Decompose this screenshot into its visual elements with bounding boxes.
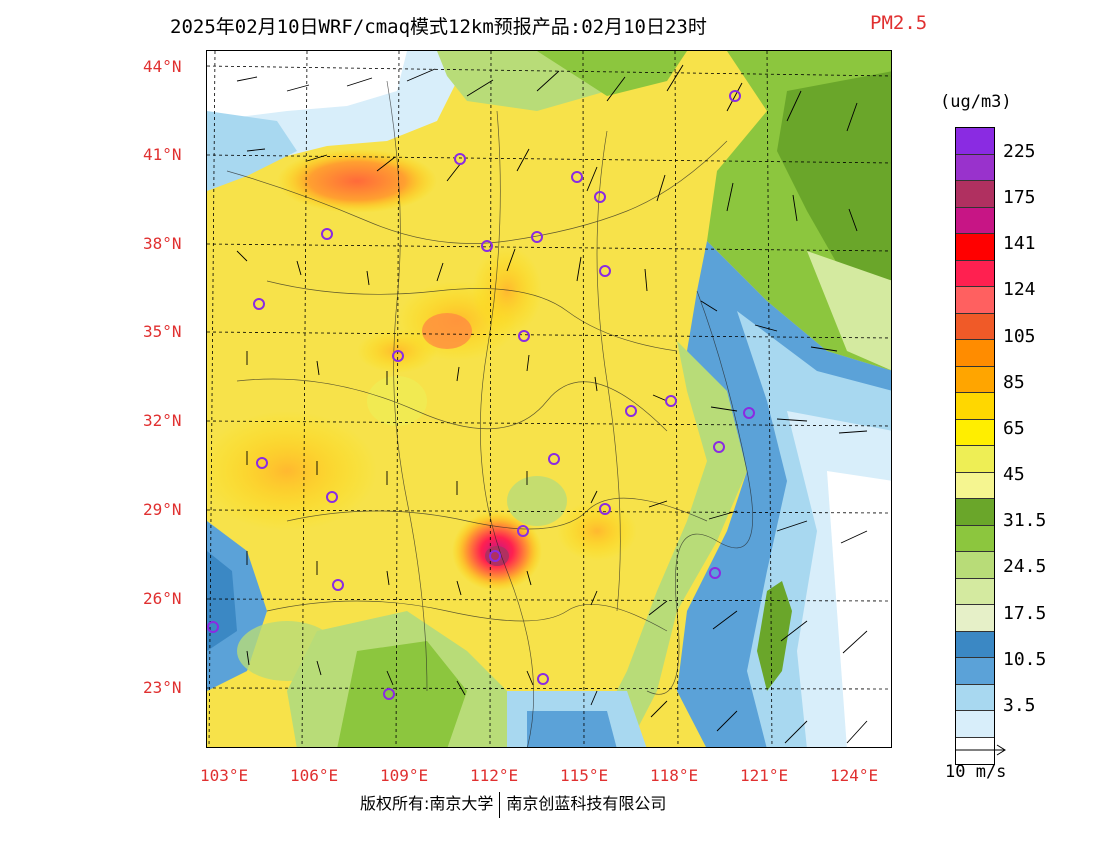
wind-reference-label: 10 m/s [945,762,1007,782]
lat-label-35: 35°N [143,322,182,341]
colorbar-tick-label: 105 [1003,325,1036,347]
colorbar-segment [956,419,994,446]
city-markers [207,90,755,700]
colorbar-segment [956,605,994,632]
colorbar-segment [956,658,994,685]
colorbar-segment [956,287,994,314]
lat-label-38: 38°N [143,234,182,253]
copyright-right: 南京创蓝科技有限公司 [506,794,667,813]
colorbar-segment [956,684,994,711]
lon-label-109: 109°E [380,766,429,785]
colorbar-segment [956,154,994,181]
colorbar-tick-label: 85 [1003,371,1025,393]
lon-label-121: 121°E [740,766,789,785]
graticule [207,51,891,747]
pm25-map [206,50,892,748]
colorbar-tick-label: 10.5 [1003,648,1047,670]
colorbar-segment [956,472,994,499]
colorbar-segment [956,446,994,473]
colorbar-tick-label: 175 [1003,187,1036,209]
colorbar-tick-label: 225 [1003,141,1036,162]
colorbar-segment [956,737,994,764]
colorbar-tick-label: 3.5 [1003,694,1036,716]
colorbar-tick-label: 24.5 [1003,556,1047,578]
colorbar-tick-label: 141 [1003,233,1036,255]
colorbar-segment [956,181,994,208]
colorbar-segment [956,631,994,658]
lon-label-103: 103°E [200,766,249,785]
taiwan [757,581,792,691]
lat-label-32: 32°N [143,411,182,430]
north-hotspot [277,149,437,213]
wind-reference-arrow [955,744,1006,756]
copyright-footer: 版权所有:南京大学 南京创蓝科技有限公司 [360,790,666,818]
copyright-left: 版权所有:南京大学 [360,794,494,813]
province-boundaries [226,80,753,747]
lat-label-41: 41°N [143,145,182,164]
map-title: 2025年02月10日WRF/cmaq模式12km预报产品:02月10日23时 [170,16,707,38]
colorbar-segment [956,340,994,367]
wind-vectors [236,64,868,744]
lon-label-115: 115°E [560,766,609,785]
colorbar-segment [956,128,994,155]
colorbar-segment [956,313,994,340]
colorbar-segment [956,393,994,420]
colorbar-tick-label: 17.5 [1003,602,1047,624]
colorbar-tick-label: 31.5 [1003,510,1047,532]
colorbar-segment [956,578,994,605]
colorbar-tick-label: 124 [1003,279,1036,301]
lat-label-29: 29°N [143,500,182,519]
lat-label-26: 26°N [143,589,182,608]
colorbar [955,127,995,765]
lat-label-44: 44°N [143,57,182,76]
lon-label-106: 106°E [290,766,339,785]
colorbar-segment [956,207,994,234]
colorbar-tick-label: 65 [1003,417,1025,439]
lat-label-23: 23°N [143,678,182,697]
colorbar-segment [956,260,994,287]
lon-label-124: 124°E [830,766,879,785]
colorbar-segment [956,525,994,552]
colorbar-segment [956,552,994,579]
colorbar-tick-label: 45 [1003,464,1025,486]
colorbar-segment [956,711,994,738]
lon-label-118: 118°E [650,766,699,785]
lon-label-112: 112°E [470,766,519,785]
colorbar-segment [956,366,994,393]
colorbar-segment [956,234,994,261]
colorbar-segment [956,499,994,526]
colorbar-unit: (ug/m3) [940,92,1012,112]
footer-divider [499,791,501,818]
map-canvas [207,51,891,747]
variable-label: PM2.5 [870,12,928,34]
